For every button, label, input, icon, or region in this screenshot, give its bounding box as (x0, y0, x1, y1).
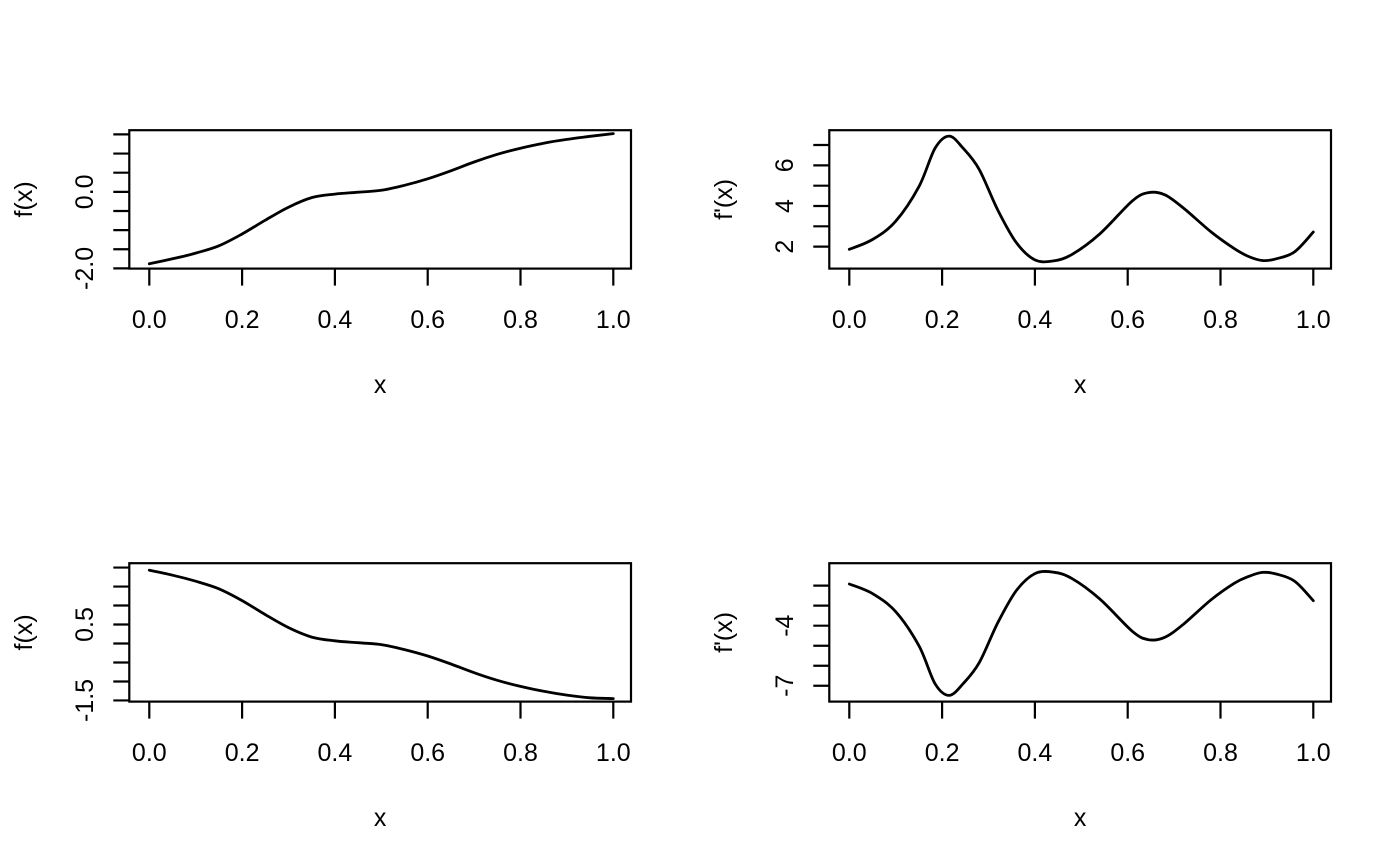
function-curve (847, 134, 1315, 264)
y-tick-label: 0.5 (71, 607, 99, 642)
function-curve (847, 570, 1315, 697)
plot-fprime-top-right: 6 4 2 0.0 0.2 0.4 0.6 0.8 1.0 f'(x) x (700, 0, 1400, 433)
x-tick-label: 0.4 (318, 739, 353, 767)
plot-fprime-top-right-svg: 6 4 2 0.0 0.2 0.4 0.6 0.8 1.0 f'(x) x (710, 129, 1333, 399)
y-axis-title: f'(x) (710, 179, 738, 220)
x-tick-label: 1.0 (596, 739, 631, 767)
x-tick-label: 0.8 (1203, 739, 1238, 767)
x-tick-label: 0.4 (1018, 306, 1053, 334)
y-tick-label: 6 (771, 158, 799, 172)
x-tick-label: 0.8 (1203, 306, 1238, 334)
y-tick-label: 0.0 (71, 174, 99, 209)
x-tick-label: 0.0 (132, 739, 167, 767)
x-tick-label: 0.0 (832, 306, 867, 334)
x-tick-label: 0.0 (132, 306, 167, 334)
x-tick-label: 0.2 (925, 739, 960, 767)
x-tick-label: 0.0 (832, 739, 867, 767)
x-axis-title: x (374, 371, 387, 399)
y-axis-title: f(x) (10, 614, 38, 650)
plot-box (828, 129, 1333, 270)
plot-f-top-left-svg: 0.0 -2.0 0.0 0.2 0.4 0.6 0.8 1.0 f(x) x (10, 129, 633, 399)
function-curve (147, 132, 615, 266)
x-tick-label: 0.8 (503, 306, 538, 334)
x-tick-label: 0.4 (318, 306, 353, 334)
x-tick-label: 1.0 (1296, 739, 1331, 767)
x-axis-title: x (1074, 804, 1087, 832)
x-tick-label: 0.2 (225, 306, 260, 334)
x-axis-title: x (374, 804, 387, 832)
x-tick-label: 0.6 (1110, 739, 1145, 767)
y-tick-label: -2.0 (71, 247, 99, 290)
x-tick-label: 0.6 (410, 306, 445, 334)
plot-f-bottom-left-svg: 0.5 -1.5 0.0 0.2 0.4 0.6 0.8 1.0 f(x) x (10, 562, 633, 832)
y-tick-label: 4 (771, 199, 799, 213)
x-tick-label: 0.2 (925, 306, 960, 334)
plot-box (128, 562, 633, 703)
y-tick-label: -7 (771, 675, 799, 697)
y-tick-label: -4 (771, 614, 799, 636)
x-tick-label: 0.6 (1110, 306, 1145, 334)
x-tick-label: 0.4 (1018, 739, 1053, 767)
plot-fprime-bottom-right: -4 -7 0.0 0.2 0.4 0.6 0.8 1.0 f'(x) x (700, 433, 1400, 866)
y-tick-label: -1.5 (71, 679, 99, 722)
function-curve (147, 568, 615, 700)
x-tick-label: 0.2 (225, 739, 260, 767)
plot-box (128, 129, 633, 270)
plot-box (828, 562, 1333, 703)
y-tick-label: 2 (771, 240, 799, 254)
plot-f-top-left: 0.0 -2.0 0.0 0.2 0.4 0.6 0.8 1.0 f(x) x (0, 0, 700, 433)
plot-fprime-bottom-right-svg: -4 -7 0.0 0.2 0.4 0.6 0.8 1.0 f'(x) x (710, 562, 1333, 832)
y-axis-title: f'(x) (710, 612, 738, 653)
x-tick-label: 0.6 (410, 739, 445, 767)
x-axis-title: x (1074, 371, 1087, 399)
x-tick-label: 1.0 (1296, 306, 1331, 334)
x-tick-label: 0.8 (503, 739, 538, 767)
y-axis-title: f(x) (10, 181, 38, 217)
x-tick-label: 1.0 (596, 306, 631, 334)
plot-f-bottom-left: 0.5 -1.5 0.0 0.2 0.4 0.6 0.8 1.0 f(x) x (0, 433, 700, 866)
